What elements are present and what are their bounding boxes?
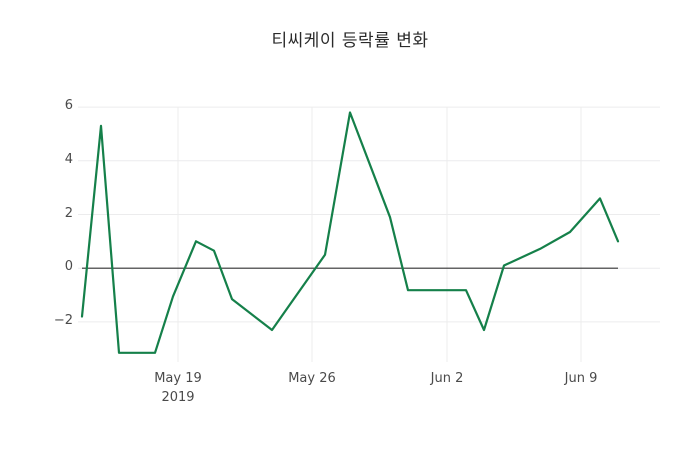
y-axis-tick-label: 2 xyxy=(64,205,73,221)
x-axis-tick-label: Jun 2 xyxy=(430,371,464,386)
x-axis-tick-label: May 19 xyxy=(154,371,202,386)
vertical-gridlines xyxy=(177,107,582,362)
x-axis-year-label: 2019 xyxy=(161,390,195,405)
y-axis-tick-label: −2 xyxy=(53,312,73,328)
x-axis-tick-label: Jun 9 xyxy=(564,371,598,386)
x-axis-tick-label: May 26 xyxy=(288,371,336,386)
y-axis-tick-label: 0 xyxy=(64,259,73,275)
y-axis-tick-label: 6 xyxy=(64,98,73,114)
horizontal-gridlines xyxy=(78,106,660,323)
data-series-line xyxy=(80,111,620,354)
y-axis-tick-label: 4 xyxy=(64,151,73,167)
chart-title: 티씨케이 등락률 변화 xyxy=(271,31,429,51)
